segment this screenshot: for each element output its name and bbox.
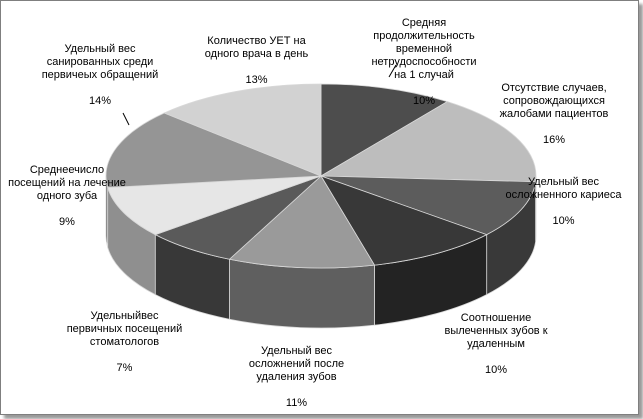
slice-value-label: 14% bbox=[88, 95, 112, 107]
slice-label-uet-per-doctor: Количество УЕТ на одного врача в день 13… bbox=[189, 22, 324, 87]
slice-label-primary-visits: Удельныйвес первичных посещений стоматол… bbox=[57, 297, 192, 375]
leader-line bbox=[388, 64, 397, 78]
slice-category-label: Средняя продолжительность временной нетр… bbox=[371, 17, 477, 81]
pie-slice bbox=[163, 83, 322, 177]
slice-category-label: Количество УЕТ на одного врача в день bbox=[204, 35, 309, 60]
slice-value-label: 13% bbox=[245, 74, 268, 86]
pie-slice bbox=[320, 175, 488, 266]
pie-slice bbox=[319, 101, 537, 183]
slice-category-label: Удельныйвес первичных посещений стоматол… bbox=[66, 310, 183, 348]
slice-value-label: 11% bbox=[285, 397, 308, 409]
slice-category-label: Удельный вес осложнений после удаления з… bbox=[248, 345, 345, 383]
slice-value-label: 9% bbox=[59, 216, 75, 228]
pie-slice bbox=[105, 112, 322, 188]
slice-value-label: 10% bbox=[412, 95, 436, 107]
slice-label-complicated-caries: Удельный вес осложненного кариеса 10% bbox=[496, 163, 631, 228]
pie-slice bbox=[320, 175, 537, 236]
slice-category-label: Удельный вес санированных среди первичеы… bbox=[41, 43, 159, 81]
slice-value-label: 10% bbox=[552, 215, 575, 227]
slice-category-label: Соотношение вылеченных зубов к удаленным bbox=[444, 312, 548, 350]
slice-value-label: 10% bbox=[484, 364, 508, 376]
slice-label-treated-to-extracted: Соотношение вылеченных зубов к удаленным… bbox=[431, 299, 561, 377]
pie-slice-side bbox=[229, 258, 375, 329]
slice-category-label: Удельный вес осложненного кариеса bbox=[505, 176, 622, 201]
pie-slice bbox=[228, 175, 376, 269]
slice-label-complaints: Отсутствие случаев, сопровождающихся жал… bbox=[489, 69, 619, 147]
slice-label-sanitized: Удельный вес санированных среди первичеы… bbox=[25, 30, 175, 108]
pie-slice bbox=[107, 175, 322, 236]
slice-label-sick-leave: Средняя продолжительность временной нетр… bbox=[359, 4, 489, 108]
slice-category-label: Среднеечисло посещений на лечение одного… bbox=[8, 164, 126, 202]
slice-label-extraction-complications: Удельный вес осложнений после удаления з… bbox=[229, 332, 364, 410]
slice-label-visits-per-tooth: Среднеечисло посещений на лечение одного… bbox=[1, 151, 133, 229]
leader-line bbox=[122, 112, 130, 126]
slice-value-label: 7% bbox=[116, 362, 133, 374]
pie-chart bbox=[105, 64, 537, 329]
slice-value-label: 16% bbox=[542, 134, 566, 146]
pie-slice bbox=[320, 83, 449, 177]
slice-category-label: Отсутствие случаев, сопровождающихся жал… bbox=[499, 82, 609, 120]
